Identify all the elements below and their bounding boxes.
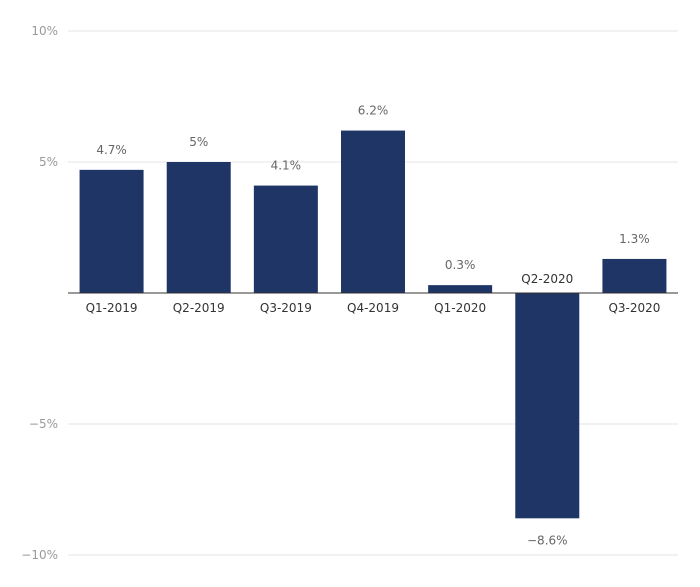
y-tick-label: −10% [21, 548, 58, 562]
x-tick-label: Q3-2020 [608, 301, 660, 315]
data-label: 4.1% [271, 159, 302, 173]
data-label: 6.2% [358, 104, 389, 118]
bar [428, 285, 493, 293]
bar [79, 169, 144, 293]
x-tick-label: Q2-2020 [521, 272, 573, 286]
x-tick-label: Q1-2020 [434, 301, 486, 315]
x-axis-ticks: Q1-2019 Q2-2019 Q3-2019 Q4-2019 Q1-2020 Q2-20… [86, 272, 661, 315]
data-label: 4.7% [96, 143, 127, 157]
y-tick-label: −5% [29, 417, 58, 431]
x-tick-label: Q1-2019 [86, 301, 138, 315]
bar [253, 185, 318, 293]
x-tick-label: Q4-2019 [347, 301, 399, 315]
x-tick-label: Q3-2019 [260, 301, 312, 315]
data-label: 1.3% [619, 232, 650, 246]
data-label: 5% [189, 135, 208, 149]
data-labels: 4.7% 5% 4.1% 6.2% 0.3% −8.6% 1.3% [96, 104, 649, 548]
bar [166, 162, 231, 293]
x-tick-label: Q2-2019 [173, 301, 225, 315]
data-label: 0.3% [445, 258, 476, 272]
y-axis-ticks: 10% 5% −5% −10% [21, 24, 58, 562]
bar [602, 258, 667, 293]
bar [341, 130, 405, 293]
bars [79, 130, 667, 519]
bar [515, 293, 580, 519]
data-label: −8.6% [527, 533, 568, 547]
y-tick-label: 10% [31, 24, 58, 38]
y-tick-label: 5% [39, 155, 58, 169]
